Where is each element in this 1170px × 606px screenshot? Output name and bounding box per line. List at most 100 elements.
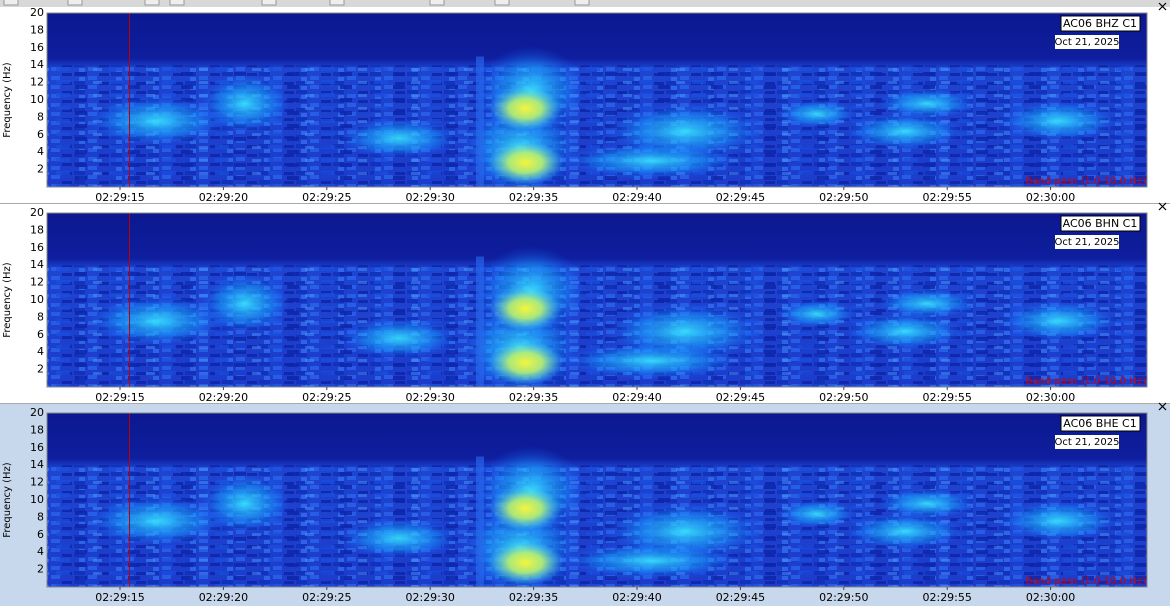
x-tick-label: 02:29:35 bbox=[509, 591, 558, 604]
channel-label: AC06 BHN C1 bbox=[1063, 217, 1138, 230]
energy-onset bbox=[476, 256, 484, 387]
energy-blob bbox=[999, 100, 1119, 141]
spectrogram-panel: 20 18 16 14 12 10 8 6 4 2 Frequency (Hz) 02:29:15 02… bbox=[2, 2, 1167, 204]
y-tick-label: 2 bbox=[37, 363, 44, 376]
channel-box bbox=[1060, 415, 1141, 432]
x-tick-label: 02:29:40 bbox=[612, 591, 661, 604]
x-tick-label: 02:30:00 bbox=[1026, 191, 1075, 204]
energy-blob bbox=[777, 99, 857, 128]
spectrogram bbox=[47, 213, 1147, 387]
x-tick-label: 02:30:00 bbox=[1026, 391, 1075, 404]
y-tick-label: 20 bbox=[30, 406, 44, 419]
y-tick-label: 6 bbox=[37, 328, 44, 341]
x-tick-label: 02:29:15 bbox=[95, 191, 144, 204]
date-label: Oct 21, 2025 bbox=[1055, 437, 1120, 448]
close-icon bbox=[1158, 202, 1167, 211]
energy-onset bbox=[476, 56, 484, 187]
energy-blob bbox=[489, 86, 562, 131]
energy-blob bbox=[562, 342, 742, 379]
y-tick-label: 16 bbox=[30, 41, 44, 54]
x-tick-label: 02:29:45 bbox=[716, 191, 765, 204]
y-tick-label: 4 bbox=[37, 545, 44, 558]
close-button[interactable] bbox=[1158, 402, 1167, 411]
energy-blob bbox=[562, 542, 742, 579]
x-tick-label: 02:29:35 bbox=[509, 391, 558, 404]
y-tick-label: 14 bbox=[30, 258, 44, 271]
energy-blob bbox=[877, 488, 977, 519]
date-box bbox=[1055, 435, 1119, 449]
x-tick-label: 02:29:45 bbox=[716, 391, 765, 404]
energy-blob bbox=[489, 486, 562, 531]
energy-blob bbox=[87, 495, 227, 546]
energy-blob bbox=[339, 118, 459, 159]
energy-blob bbox=[845, 313, 965, 350]
x-tick-label: 02:29:25 bbox=[302, 191, 351, 204]
energy-blob bbox=[487, 340, 564, 385]
y-tick-label: 8 bbox=[37, 510, 44, 523]
energy-onset bbox=[476, 456, 484, 587]
x-tick-label: 02:30:00 bbox=[1026, 591, 1075, 604]
y-tick-label: 14 bbox=[30, 58, 44, 71]
x-tick-label: 02:29:25 bbox=[302, 591, 351, 604]
energy-blob bbox=[562, 142, 742, 179]
energy-blob bbox=[777, 499, 857, 528]
energy-blob bbox=[339, 318, 459, 359]
energy-blob bbox=[487, 140, 564, 185]
spectrogram bbox=[47, 413, 1147, 587]
spectrogram-panel: 20 18 16 14 12 10 8 6 4 2 Frequency (Hz) 02:29:15 02… bbox=[2, 402, 1167, 604]
x-tick-label: 02:29:20 bbox=[199, 591, 248, 604]
date-label: Oct 21, 2025 bbox=[1055, 237, 1120, 248]
energy-blob bbox=[845, 513, 965, 550]
toolbar-buttons bbox=[3, 0, 590, 6]
x-tick-label: 02:29:55 bbox=[922, 591, 971, 604]
energy-blob bbox=[877, 288, 977, 319]
energy-blob bbox=[489, 286, 562, 331]
y-tick-label: 20 bbox=[30, 206, 44, 219]
x-tick-label: 02:29:35 bbox=[509, 191, 558, 204]
y-tick-label: 12 bbox=[30, 476, 44, 489]
y-tick-label: 2 bbox=[37, 163, 44, 176]
energy-blob bbox=[877, 88, 977, 119]
spectrogram bbox=[47, 13, 1147, 187]
x-tick-label: 02:29:50 bbox=[819, 591, 868, 604]
plot-frame bbox=[46, 212, 1148, 388]
filter-label: Band pass (1.0-10.0 Hz) bbox=[1026, 576, 1147, 587]
y-tick-label: 4 bbox=[37, 345, 44, 358]
x-tick-label: 02:29:15 bbox=[95, 391, 144, 404]
x-tick-label: 02:29:40 bbox=[612, 391, 661, 404]
energy-blob bbox=[999, 500, 1119, 541]
y-axis-label: Frequency (Hz) bbox=[2, 262, 13, 338]
x-tick-label: 02:29:55 bbox=[922, 191, 971, 204]
y-axis-label: Frequency (Hz) bbox=[2, 62, 13, 138]
channel-label: AC06 BHE C1 bbox=[1063, 417, 1136, 430]
x-tick-label: 02:29:20 bbox=[199, 391, 248, 404]
x-tick-label: 02:29:50 bbox=[819, 391, 868, 404]
channel-label: AC06 BHZ C1 bbox=[1063, 17, 1137, 30]
y-tick-label: 16 bbox=[30, 241, 44, 254]
channel-box bbox=[1060, 215, 1141, 232]
close-icon bbox=[1158, 402, 1167, 411]
filter-label: Band pass (1.0-10.0 Hz) bbox=[1026, 376, 1147, 387]
y-tick-label: 10 bbox=[30, 293, 44, 306]
filter-label: Band pass (1.0-10.0 Hz) bbox=[1026, 176, 1147, 187]
energy-blob bbox=[845, 113, 965, 150]
y-axis-label: Frequency (Hz) bbox=[2, 462, 13, 538]
energy-blob bbox=[999, 300, 1119, 341]
y-tick-label: 20 bbox=[30, 6, 44, 19]
y-tick-label: 10 bbox=[30, 93, 44, 106]
y-tick-label: 18 bbox=[30, 23, 44, 36]
x-tick-label: 02:29:30 bbox=[405, 191, 454, 204]
energy-blob bbox=[777, 299, 857, 328]
spectrogram-panel: 20 18 16 14 12 10 8 6 4 2 Frequency (Hz) 02:29:15 02… bbox=[2, 202, 1167, 404]
close-icon bbox=[1158, 2, 1167, 11]
y-tick-label: 18 bbox=[30, 223, 44, 236]
date-box bbox=[1055, 35, 1119, 49]
energy-blob bbox=[87, 95, 227, 146]
channel-box bbox=[1060, 15, 1141, 32]
close-button[interactable] bbox=[1158, 2, 1167, 11]
close-button[interactable] bbox=[1158, 202, 1167, 211]
x-tick-label: 02:29:40 bbox=[612, 191, 661, 204]
date-label: Oct 21, 2025 bbox=[1055, 37, 1120, 48]
x-tick-label: 02:29:15 bbox=[95, 591, 144, 604]
